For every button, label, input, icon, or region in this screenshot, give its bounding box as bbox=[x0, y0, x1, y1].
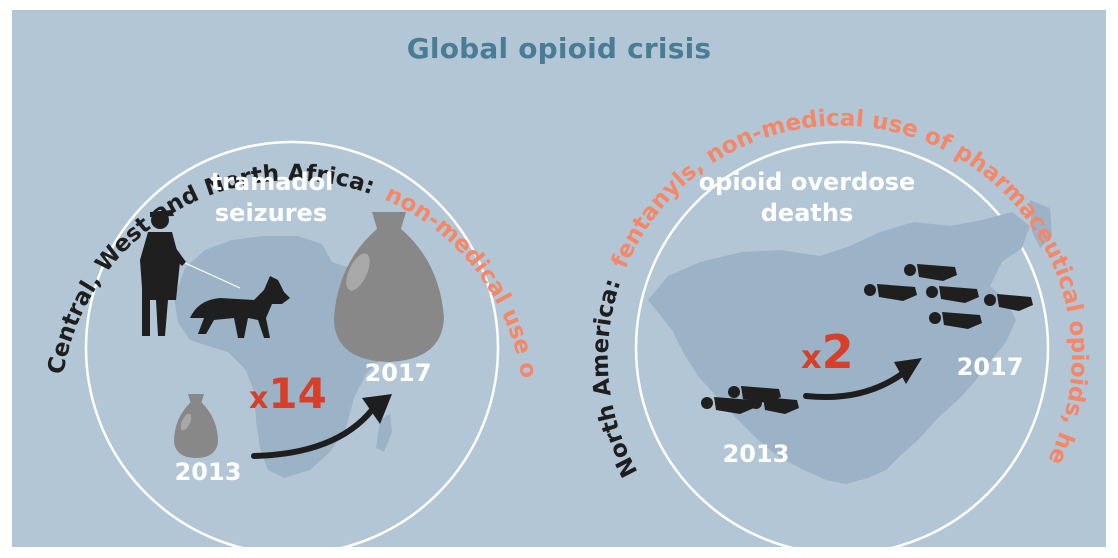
page-title: Global opioid crisis bbox=[406, 32, 712, 65]
right-multiplier-value: 2 bbox=[822, 325, 854, 379]
right-year-end: 2017 bbox=[957, 353, 1024, 381]
right-label-line1: opioid overdose bbox=[699, 168, 916, 196]
left-year-start: 2013 bbox=[175, 458, 242, 486]
right-multiplier: x2 bbox=[801, 325, 854, 379]
lying-person-icon bbox=[701, 386, 799, 414]
police-officer-icon bbox=[140, 210, 186, 336]
left-multiplier-value: 14 bbox=[268, 369, 326, 418]
left-label-line1: tramadol bbox=[211, 168, 334, 196]
right-region-label: North America: bbox=[588, 276, 644, 482]
left-multiplier: x14 bbox=[249, 369, 327, 418]
large-bag-icon bbox=[334, 212, 444, 362]
left-label-line2: seizures bbox=[215, 199, 327, 227]
small-bag-icon bbox=[174, 394, 218, 458]
greenland-icon bbox=[1030, 200, 1052, 248]
north-america-map-icon bbox=[648, 212, 1030, 484]
right-label-line2: deaths bbox=[761, 199, 854, 227]
left-multiplier-prefix: x bbox=[249, 381, 268, 416]
right-circle-outline bbox=[634, 140, 1050, 556]
left-year-end: 2017 bbox=[365, 359, 432, 387]
leash-line bbox=[184, 262, 241, 289]
sniffer-dog-icon bbox=[190, 276, 290, 338]
growth-arrow-icon bbox=[251, 394, 392, 459]
right-multiplier-prefix: x bbox=[801, 338, 822, 376]
left-infographic: Central, West and North Africa: non-medi… bbox=[0, 0, 541, 556]
lying-person-icon bbox=[864, 264, 1033, 329]
right-year-start: 2013 bbox=[723, 440, 790, 468]
left-circle-outline bbox=[84, 140, 500, 556]
growth-arrow-icon bbox=[803, 358, 922, 401]
